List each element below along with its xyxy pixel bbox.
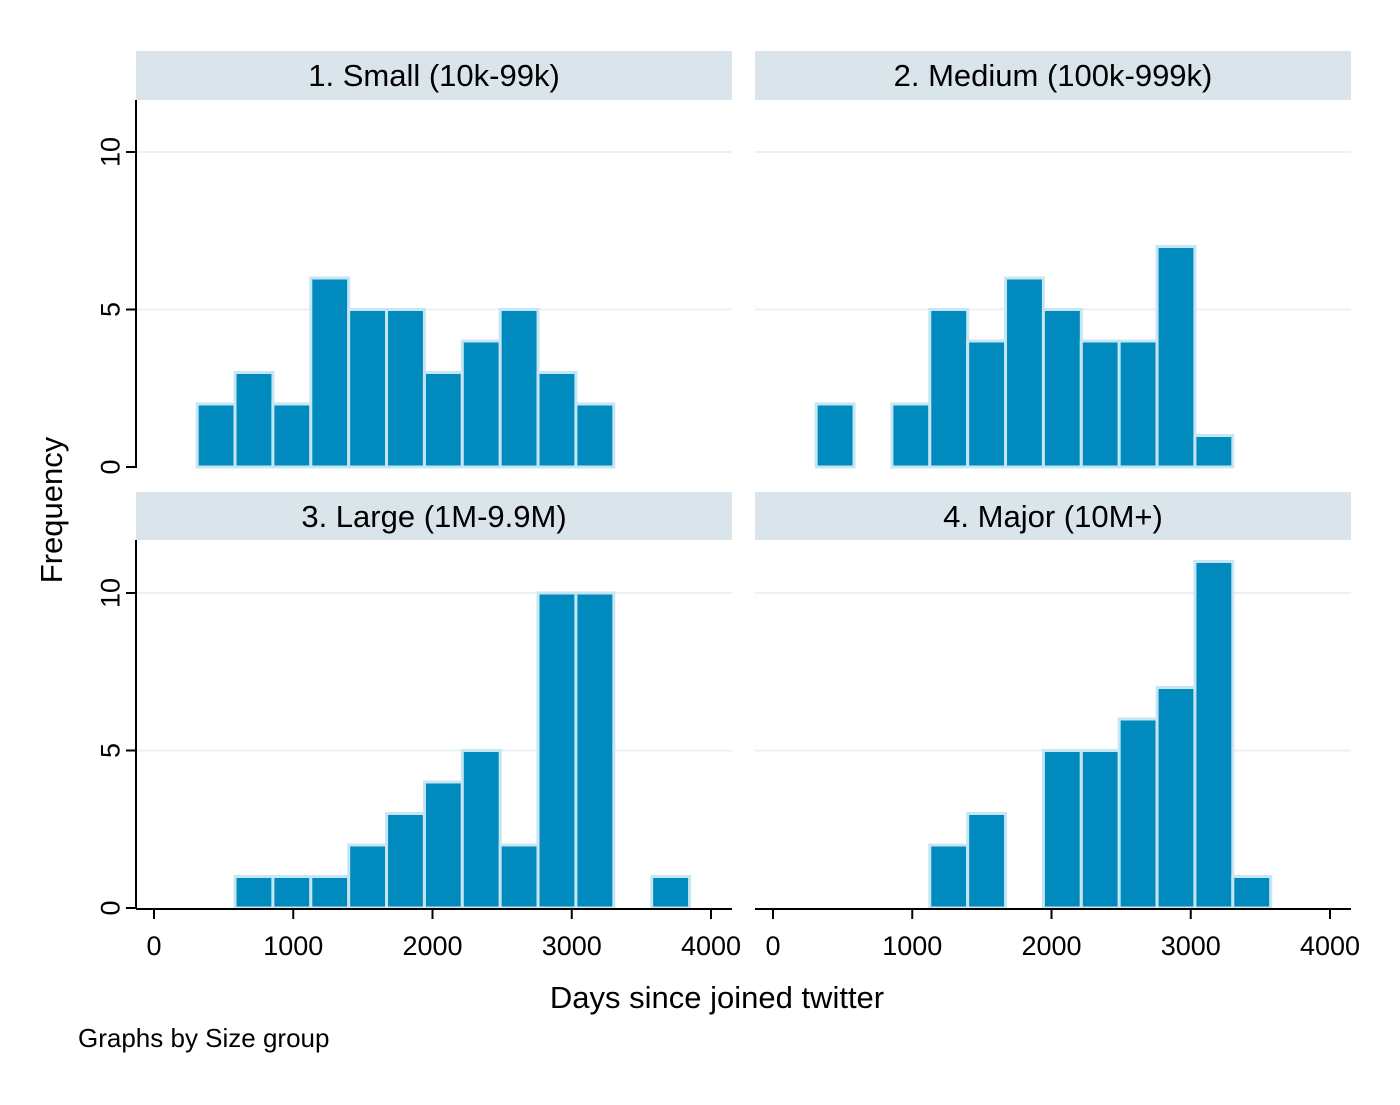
histogram-bar [233,371,275,469]
histogram-bar [928,308,970,469]
histogram-bar [309,875,351,910]
facet-title: 4. Major (10M+) [943,499,1163,534]
histogram-bar [460,749,502,910]
facet-title: 2. Medium (100k-999k) [894,58,1213,93]
histogram-bar [536,371,578,469]
histogram-bar [650,875,692,910]
y-tick-label: 0 [95,459,125,474]
histogram-bar [385,308,426,469]
facet-panel-4: 4. Major (10M+) 0 1000 2000 3000 4000 [755,492,1360,961]
x-tick-label: 1000 [882,931,942,961]
histogram-bar [1117,339,1159,469]
facet-strip [136,51,732,100]
panels-layer: 1. Small (10k-99k) 0 5 10 2. Medium (100k-99… [95,51,1360,961]
histogram-bar [890,402,932,469]
histogram-bar [1155,245,1197,469]
histogram-bar [1004,276,1045,469]
histogram-bar [271,875,313,910]
figure-note: Graphs by Size group [78,1023,329,1053]
histogram-bar [195,402,237,469]
x-tick-label: 2000 [1021,931,1081,961]
histogram-bar [574,402,616,469]
histogram-bar [460,339,502,469]
histogram-bar [1117,717,1159,910]
histogram-bar [966,339,1008,469]
histogram-bar [1155,686,1197,910]
histogram-bar [1193,434,1235,469]
x-tick-label: 3000 [542,931,602,961]
histogram-bar [1193,560,1235,910]
facet-panel-2: 2. Medium (100k-999k) [755,51,1351,469]
histogram-bar [385,812,426,910]
histogram-bar [498,843,540,910]
y-tick-label: 5 [95,302,125,317]
facet-panel-1: 1. Small (10k-99k) 0 5 10 [95,51,732,475]
x-tick-label: 1000 [263,931,323,961]
histogram-bar [347,308,389,469]
histogram-bar [233,875,275,910]
y-tick-label: 5 [95,743,125,758]
histogram-bar [422,371,464,469]
facet-strip [755,492,1351,540]
histogram-bar [574,591,616,910]
histogram-bar [1041,308,1083,469]
histogram-bar [814,402,856,469]
histogram-bar [1041,749,1083,910]
facet-panel-3: 3. Large (1M-9.9M) 0 5 10 0 1000 2000 3000 4000 [95,492,741,961]
facet-strip [755,51,1351,100]
y-tick-label: 0 [95,900,125,915]
x-tick-label: 0 [765,931,780,961]
histogram-bar [536,591,578,910]
facet-strip [136,492,732,540]
histogram-bar [347,843,389,910]
facet-title: 3. Large (1M-9.9M) [301,499,566,534]
histogram-bar [422,780,464,910]
y-tick-label: 10 [95,578,125,608]
x-tick-label: 0 [146,931,161,961]
histogram-bar [1231,875,1273,910]
histogram-bar [498,308,540,469]
histogram-bar [309,276,351,469]
x-tick-label: 3000 [1161,931,1221,961]
x-axis-title: Days since joined twitter [550,980,884,1015]
y-axis-title: Frequency [34,436,69,583]
histogram-bar [271,402,313,469]
facet-title: 1. Small (10k-99k) [308,58,560,93]
histogram-bar [966,812,1008,910]
x-tick-label: 4000 [1300,931,1360,961]
histogram-bar [928,843,970,910]
histogram-bar [1079,339,1121,469]
x-tick-label: 2000 [402,931,462,961]
histogram-bar [1079,749,1121,910]
x-tick-label: 4000 [681,931,741,961]
y-tick-label: 10 [95,137,125,167]
